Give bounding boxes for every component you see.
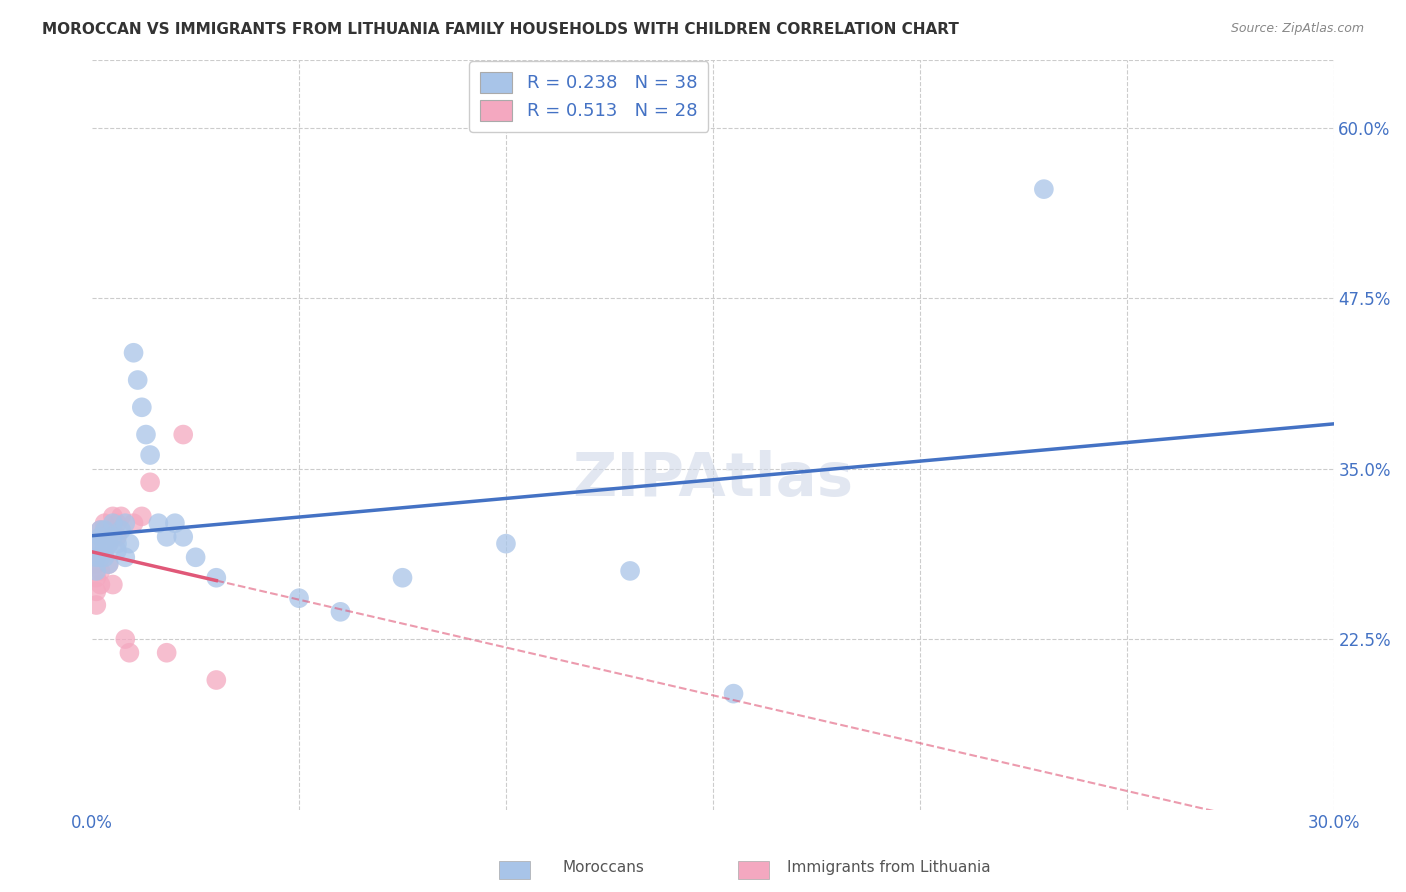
Point xyxy=(93,523,115,537)
Point xyxy=(105,530,128,544)
Point xyxy=(205,673,228,687)
Point xyxy=(110,509,132,524)
Point xyxy=(97,536,120,550)
Point xyxy=(89,550,111,565)
Point xyxy=(93,543,115,558)
Point xyxy=(86,550,108,565)
Text: Immigrants from Lithuania: Immigrants from Lithuania xyxy=(787,861,991,875)
Point xyxy=(139,448,162,462)
Point xyxy=(172,530,194,544)
Point xyxy=(110,523,132,537)
Point xyxy=(105,543,128,558)
Point xyxy=(288,591,311,606)
Point xyxy=(97,557,120,571)
Point xyxy=(329,605,352,619)
Point xyxy=(148,516,170,531)
Point xyxy=(118,646,141,660)
Point xyxy=(131,401,153,415)
Point xyxy=(97,557,120,571)
Point xyxy=(156,530,179,544)
Point xyxy=(101,577,124,591)
Text: Moroccans: Moroccans xyxy=(562,861,644,875)
Point xyxy=(105,516,128,531)
Point xyxy=(135,427,157,442)
Point xyxy=(89,550,111,565)
Point xyxy=(105,536,128,550)
Point xyxy=(86,536,108,550)
Point xyxy=(93,530,115,544)
Point xyxy=(89,536,111,550)
Point xyxy=(163,516,186,531)
Point xyxy=(1032,182,1054,196)
Point xyxy=(97,523,120,537)
Point xyxy=(118,536,141,550)
Legend: R = 0.238   N = 38, R = 0.513   N = 28: R = 0.238 N = 38, R = 0.513 N = 28 xyxy=(470,62,709,132)
Point xyxy=(93,536,115,550)
Point xyxy=(391,571,413,585)
Text: ZIPAtlas: ZIPAtlas xyxy=(572,450,853,509)
Point xyxy=(122,516,145,531)
Point xyxy=(205,571,228,585)
Point xyxy=(172,427,194,442)
Point xyxy=(93,550,115,565)
Point xyxy=(93,516,115,531)
Text: MOROCCAN VS IMMIGRANTS FROM LITHUANIA FAMILY HOUSEHOLDS WITH CHILDREN CORRELATIO: MOROCCAN VS IMMIGRANTS FROM LITHUANIA FA… xyxy=(42,22,959,37)
Point xyxy=(114,516,136,531)
Point xyxy=(89,523,111,537)
Point xyxy=(139,475,162,490)
Point xyxy=(184,550,207,565)
Point xyxy=(101,530,124,544)
Point xyxy=(89,536,111,550)
Point xyxy=(89,577,111,591)
Text: Source: ZipAtlas.com: Source: ZipAtlas.com xyxy=(1230,22,1364,36)
Point xyxy=(86,584,108,599)
Point xyxy=(89,530,111,544)
Point xyxy=(156,646,179,660)
Point xyxy=(131,509,153,524)
Point xyxy=(114,632,136,646)
Point xyxy=(97,536,120,550)
Point xyxy=(86,564,108,578)
Point xyxy=(86,598,108,612)
Point xyxy=(122,345,145,359)
Point xyxy=(89,523,111,537)
Point xyxy=(86,557,108,571)
Point xyxy=(723,687,745,701)
Point xyxy=(101,509,124,524)
Point xyxy=(86,571,108,585)
Point xyxy=(101,516,124,531)
Point xyxy=(619,564,641,578)
Point xyxy=(127,373,149,387)
Point xyxy=(495,536,517,550)
Point xyxy=(89,564,111,578)
Point xyxy=(114,550,136,565)
